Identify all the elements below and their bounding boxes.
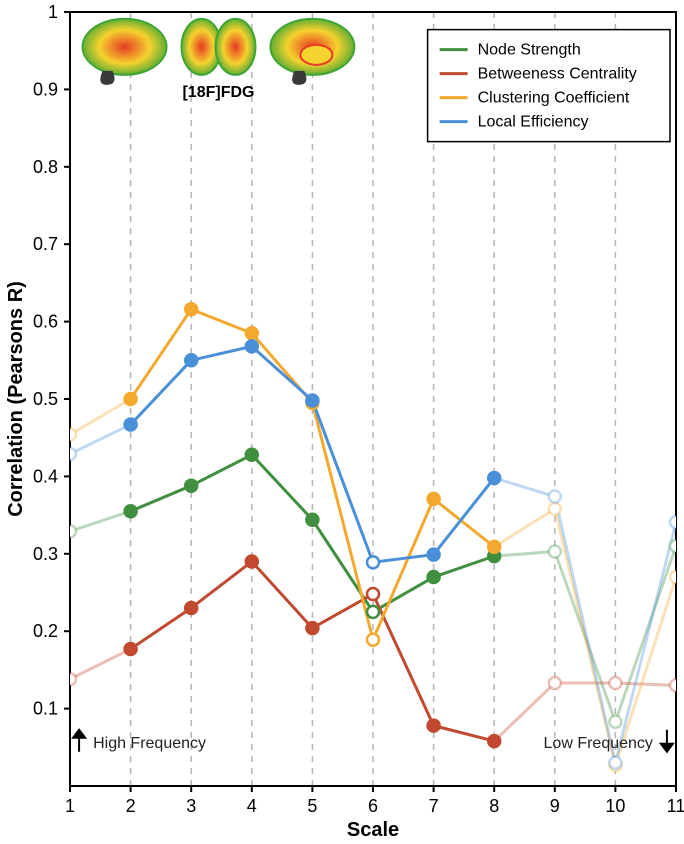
data-point: [185, 480, 197, 492]
chart-container: 0.10.20.30.40.50.60.70.80.91123456789101…: [0, 0, 684, 844]
data-point: [246, 449, 258, 461]
data-point: [185, 354, 197, 366]
svg-text:7: 7: [429, 796, 439, 816]
brain-stem: [292, 71, 306, 85]
svg-text:9: 9: [550, 796, 560, 816]
data-point: [306, 514, 318, 526]
data-point: [64, 429, 76, 441]
data-point: [670, 571, 682, 583]
svg-text:0.1: 0.1: [33, 699, 58, 719]
legend-label: Betweeness Centrality: [478, 66, 637, 83]
data-point: [185, 602, 197, 614]
brain-image-dorsal: [215, 19, 255, 75]
svg-text:0.6: 0.6: [33, 312, 58, 332]
brain-image-medial: [300, 45, 332, 65]
y-axis-label: Correlation (Pearsons R): [5, 281, 27, 517]
data-point: [125, 393, 137, 405]
data-point: [670, 540, 682, 552]
svg-text:5: 5: [307, 796, 317, 816]
svg-text:6: 6: [368, 796, 378, 816]
data-point: [125, 505, 137, 517]
legend-label: Node Strength: [478, 42, 581, 59]
legend-label: Clustering Coefficient: [478, 90, 630, 107]
data-point: [246, 340, 258, 352]
data-point: [367, 634, 379, 646]
low-frequency-label: Low Frequency: [544, 735, 653, 752]
data-point: [246, 327, 258, 339]
data-point: [185, 303, 197, 315]
svg-text:0.8: 0.8: [33, 157, 58, 177]
data-point: [488, 472, 500, 484]
svg-text:10: 10: [605, 796, 625, 816]
svg-text:2: 2: [126, 796, 136, 816]
brain-image-lateral: [83, 19, 167, 75]
svg-text:11: 11: [667, 796, 684, 816]
brain-stem: [100, 71, 114, 85]
fdg-label: [18F]FDG: [182, 84, 254, 101]
data-point: [367, 606, 379, 618]
svg-text:0.4: 0.4: [33, 466, 58, 486]
x-axis-label: Scale: [347, 819, 399, 841]
data-point: [670, 679, 682, 691]
legend-label: Local Efficiency: [478, 114, 589, 131]
data-point: [428, 720, 440, 732]
data-point: [125, 643, 137, 655]
data-point: [64, 525, 76, 537]
data-point: [306, 622, 318, 634]
svg-text:1: 1: [48, 2, 58, 22]
data-point: [367, 556, 379, 568]
svg-text:4: 4: [247, 796, 257, 816]
svg-text:0.9: 0.9: [33, 79, 58, 99]
data-point: [428, 571, 440, 583]
data-point: [488, 735, 500, 747]
data-point: [246, 556, 258, 568]
data-point: [367, 588, 379, 600]
data-point: [64, 673, 76, 685]
svg-text:0.5: 0.5: [33, 389, 58, 409]
data-point: [306, 395, 318, 407]
data-point: [64, 448, 76, 460]
svg-text:3: 3: [186, 796, 196, 816]
data-point: [670, 516, 682, 528]
data-point: [549, 677, 561, 689]
svg-text:0.3: 0.3: [33, 544, 58, 564]
svg-text:0.2: 0.2: [33, 621, 58, 641]
svg-text:8: 8: [489, 796, 499, 816]
svg-text:0.7: 0.7: [33, 234, 58, 254]
data-point: [428, 493, 440, 505]
data-point: [428, 549, 440, 561]
data-point: [609, 757, 621, 769]
data-point: [609, 716, 621, 728]
data-point: [549, 545, 561, 557]
high-frequency-label: High Frequency: [93, 735, 206, 752]
data-point: [609, 677, 621, 689]
svg-text:1: 1: [65, 796, 75, 816]
correlation-chart: 0.10.20.30.40.50.60.70.80.91123456789101…: [0, 0, 684, 844]
data-point: [488, 541, 500, 553]
data-point: [549, 491, 561, 503]
data-point: [549, 503, 561, 515]
data-point: [125, 419, 137, 431]
